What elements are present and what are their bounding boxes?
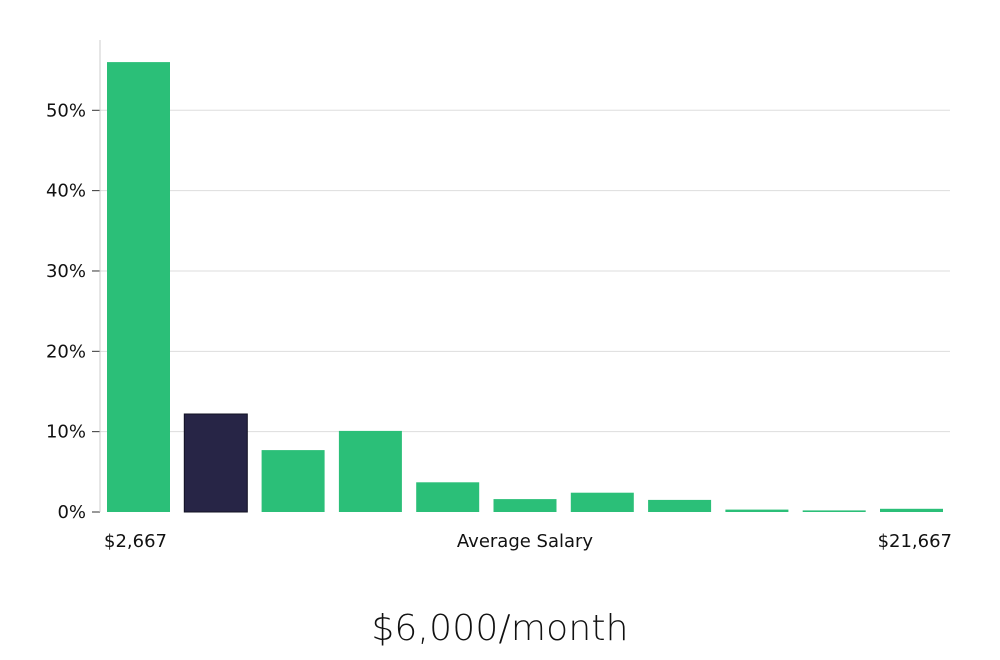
y-tick-label: 10% [46, 422, 86, 443]
bar [880, 508, 943, 512]
x-axis-title: Average Salary [457, 531, 594, 552]
y-axis: 0% 10% 20% 30% 40% 50% [46, 100, 100, 523]
bars [107, 62, 943, 513]
bar [338, 430, 402, 512]
y-tick-label: 50% [46, 100, 86, 121]
bar-highlighted [183, 413, 248, 513]
bar [648, 499, 712, 512]
y-tick-label: 20% [46, 341, 86, 362]
y-tick-label: 40% [46, 181, 86, 202]
x-label-min: $2,667 [104, 531, 167, 552]
grid-lines [100, 109, 950, 433]
salary-distribution-chart: 0%10%20%30%40%50% $2,667 Average Salary … [46, 40, 952, 552]
bar [725, 509, 789, 512]
bar [493, 499, 557, 512]
bar [261, 450, 325, 512]
y-tick-label: 30% [46, 261, 86, 282]
x-label-max: $21,667 [878, 531, 952, 552]
average-salary-caption: $6,000/month [371, 608, 629, 649]
bar [416, 482, 480, 512]
bar [802, 510, 866, 512]
y-tick-label: 0% [57, 502, 86, 523]
bar [570, 492, 634, 512]
bar [107, 62, 170, 512]
